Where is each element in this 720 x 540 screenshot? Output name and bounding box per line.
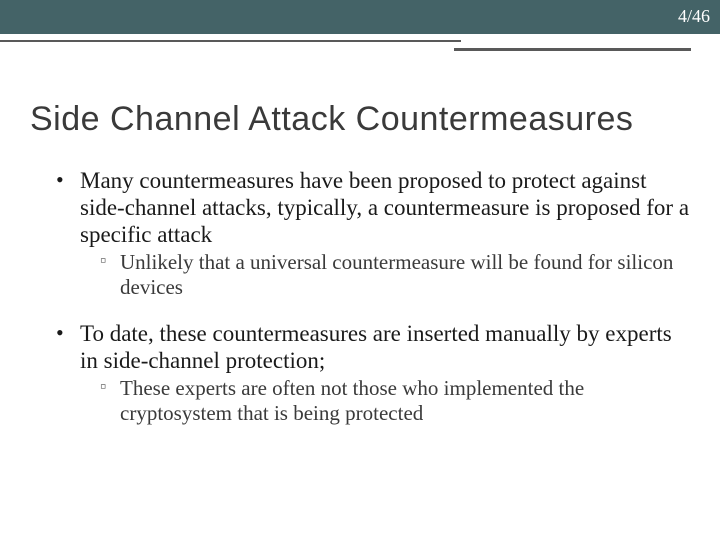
bullet-text: Many countermeasures have been proposed … [80, 168, 689, 247]
bullet-list: Many countermeasures have been proposed … [30, 167, 690, 426]
sub-item: Unlikely that a universal countermeasure… [102, 250, 690, 300]
bullet-item: To date, these countermeasures are inser… [60, 320, 690, 426]
sub-item: These experts are often not those who im… [102, 376, 690, 426]
sub-list: Unlikely that a universal countermeasure… [80, 250, 690, 300]
divider-line-bottom [454, 48, 692, 51]
bullet-item: Many countermeasures have been proposed … [60, 167, 690, 300]
divider-line-top [0, 40, 461, 42]
slide-title: Side Channel Attack Countermeasures [30, 100, 690, 139]
page-number: 4/46 [678, 6, 710, 27]
bullet-text: To date, these countermeasures are inser… [80, 321, 672, 373]
sub-list: These experts are often not those who im… [80, 376, 690, 426]
header-bar: 4/46 [0, 0, 720, 34]
divider-lines [0, 34, 720, 54]
slide-content: Side Channel Attack Countermeasures Many… [0, 54, 720, 426]
